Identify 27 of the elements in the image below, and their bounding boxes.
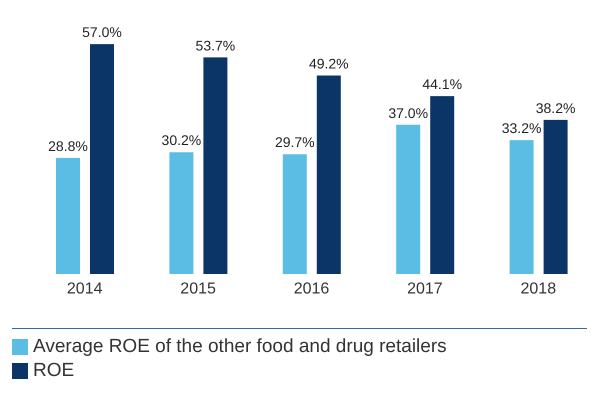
bar (56, 158, 80, 274)
x-tick-label: 2017 (407, 280, 443, 298)
bar (169, 152, 194, 274)
bar (544, 120, 568, 274)
bar (430, 96, 454, 274)
legend-label: Average ROE of the other food and drug retailers (33, 335, 447, 359)
bar (203, 57, 228, 274)
data-label: 28.8% (48, 138, 88, 154)
data-label: 49.2% (308, 56, 349, 72)
legend-label: ROE (33, 359, 74, 383)
x-tick-label: 2016 (294, 280, 330, 298)
x-tick-label: 2018 (520, 280, 556, 298)
data-label: 57.0% (82, 24, 122, 40)
x-tick-label: 2015 (180, 280, 216, 298)
bar (282, 154, 307, 274)
bar (396, 124, 420, 274)
data-label: 30.2% (162, 132, 202, 148)
bar (90, 44, 114, 274)
data-label: 33.2% (502, 120, 542, 136)
bar (316, 76, 341, 274)
data-label: 38.2% (536, 100, 576, 116)
data-label: 53.7% (196, 37, 236, 54)
data-label: 44.1% (422, 76, 462, 92)
data-label: 37.0% (388, 104, 428, 121)
x-tick-label: 2014 (66, 280, 103, 298)
bar (510, 140, 534, 274)
data-label: 29.7% (274, 134, 315, 150)
